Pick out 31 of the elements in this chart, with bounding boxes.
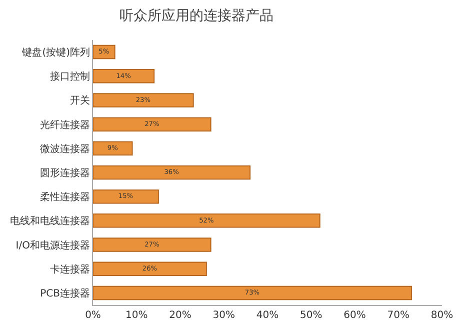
y-tick-label: 柔性连接器	[40, 191, 90, 204]
x-tick-label: 50%	[300, 310, 322, 321]
y-tick-label: PCB连接器	[40, 287, 90, 300]
bar	[93, 214, 320, 228]
bar	[93, 189, 159, 204]
bar	[93, 238, 212, 252]
y-tick-label: 键盘(按键)阵列	[21, 46, 90, 59]
x-tick-label: 20%	[169, 310, 192, 321]
y-tick-label: 圆形连接器	[40, 167, 90, 179]
y-tick-label: 开关	[70, 94, 90, 107]
x-tick-label: 80%	[430, 310, 454, 321]
x-tick-label: 40%	[256, 310, 279, 321]
x-tick-label: 0%	[85, 310, 101, 321]
y-tick-label: 电线和电线连接器	[10, 215, 90, 228]
y-tick-label: 接口控制	[50, 70, 90, 83]
bar	[93, 286, 412, 300]
bar	[93, 262, 207, 276]
bar	[93, 93, 194, 108]
bar	[93, 117, 212, 132]
x-tick-label: 30%	[212, 310, 235, 321]
y-tick-label: 光纤连接器	[40, 118, 90, 131]
bar	[93, 165, 251, 180]
chart-title: 听众所应用的连接器产品	[120, 8, 274, 24]
x-tick-label: 60%	[344, 310, 366, 321]
x-tick-label: 70%	[387, 310, 410, 321]
bar	[93, 69, 155, 84]
y-tick-label: I/O和电源连接器	[16, 239, 90, 252]
y-tick-label: 卡连接器	[50, 263, 90, 276]
y-tick-label: 微波连接器	[40, 142, 90, 155]
x-tick-label: 10%	[126, 310, 148, 321]
bar	[93, 141, 133, 156]
